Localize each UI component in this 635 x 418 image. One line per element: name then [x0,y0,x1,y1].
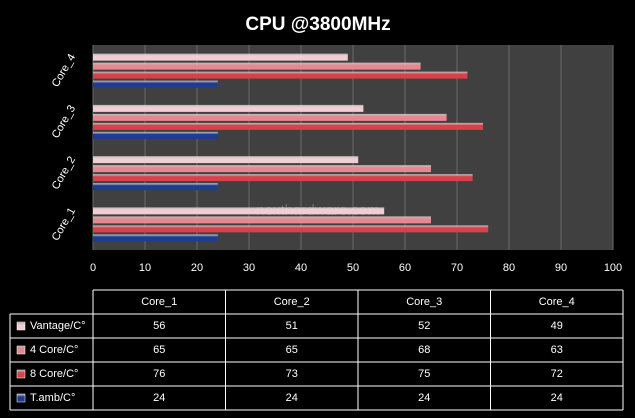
bar [93,156,359,164]
bar [93,122,483,130]
bar [93,113,447,121]
x-tick-label: 0 [90,262,96,274]
legend-key [16,393,26,403]
table-cell: 65 [153,344,165,356]
x-tick-label: 10 [139,262,151,274]
table-cell: 56 [153,320,165,332]
table-cell: 73 [286,368,298,380]
table-cell: 49 [551,320,563,332]
legend-key [16,345,26,355]
table-header: Core_2 [274,296,310,308]
table-cell: 51 [286,320,298,332]
x-tick-label: 90 [555,262,567,274]
table-cell: 24 [551,392,563,404]
legend-key [16,369,26,379]
table-cell: 76 [153,368,165,380]
table-cell: 63 [551,344,563,356]
legend-key [16,321,26,331]
legend-label: 8 Core/C° [30,368,78,380]
bar [93,174,473,182]
table-cell: 65 [286,344,298,356]
table-cell: 68 [418,344,430,356]
x-tick-label: 80 [503,262,515,274]
legend-label: 4 Core/C° [30,344,78,356]
x-tick-label: 50 [347,262,359,274]
table-header: Core_1 [141,296,177,308]
table-header: Core_3 [406,296,442,308]
x-tick-label: 100 [604,262,622,274]
x-tick-label: 70 [451,262,463,274]
bar [93,234,218,242]
table-cell: 72 [551,368,563,380]
bar [93,165,431,173]
table-cell: 24 [286,392,298,404]
bar [93,216,431,224]
table-cell: 24 [418,392,430,404]
bar [93,207,385,215]
table-header: Core_4 [539,296,575,308]
chart-title: CPU @3800MHz [245,14,390,35]
bar [93,80,218,88]
table-cell: 52 [418,320,430,332]
bar [93,53,348,61]
bar [93,225,489,233]
bar [93,131,218,139]
table-cell: 75 [418,368,430,380]
table-cell: 24 [153,392,165,404]
x-tick-label: 40 [295,262,307,274]
bar [93,183,218,191]
legend-label: Vantage/C° [30,320,86,332]
x-tick-label: 60 [399,262,411,274]
bar [93,104,364,112]
legend-label: T.amb/C° [30,392,75,404]
x-tick-label: 20 [191,262,203,274]
x-tick-label: 30 [243,262,255,274]
bar [93,62,421,70]
bar [93,71,468,79]
